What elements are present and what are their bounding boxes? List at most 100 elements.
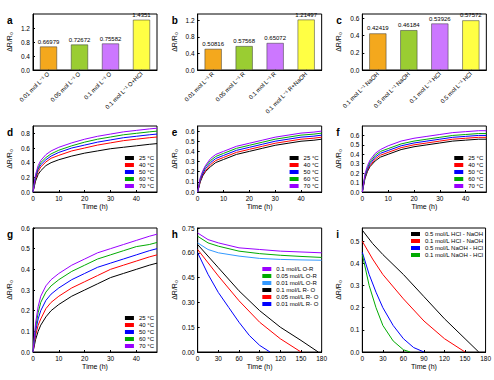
svg-text:0.4: 0.4 [21,53,30,60]
svg-text:40: 40 [462,195,470,202]
svg-text:0.05 mol/L R- O: 0.05 mol/L R- O [276,294,318,300]
svg-text:0.3: 0.3 [350,282,359,289]
svg-text:0.42419: 0.42419 [367,25,389,31]
svg-text:30: 30 [107,355,115,362]
svg-text:40: 40 [133,195,141,202]
svg-text:10: 10 [55,195,63,202]
svg-text:0.1 mol L⁻¹ R: 0.1 mol L⁻¹ R [248,70,278,100]
svg-text:Time (h): Time (h) [82,203,108,211]
svg-text:ΔR/R₀: ΔR/R₀ [335,280,342,300]
svg-text:ΔR/R₀: ΔR/R₀ [6,32,13,52]
svg-text:1.2: 1.2 [21,25,30,32]
svg-text:0.05 mol L⁻¹ O: 0.05 mol L⁻¹ O [50,71,82,103]
svg-text:0.5 mol L⁻¹ NaOH: 0.5 mol L⁻¹ NaOH [373,71,411,109]
svg-text:0.0: 0.0 [186,189,195,196]
svg-text:60 °C: 60 °C [139,176,155,182]
svg-text:180: 180 [316,355,327,362]
svg-text:70 °C: 70 °C [139,183,155,189]
svg-text:c: c [336,15,342,26]
svg-text:60 °C: 60 °C [139,336,155,342]
svg-text:0.1 mol L⁻¹ O+HCl: 0.1 mol L⁻¹ O+HCl [104,71,143,110]
svg-text:1.4351: 1.4351 [132,12,151,18]
svg-text:150: 150 [460,355,471,362]
svg-text:0.2: 0.2 [350,304,359,311]
svg-text:1.2: 1.2 [186,17,195,24]
svg-text:0.1 mol/L HCl - NaOH: 0.1 mol/L HCl - NaOH [425,238,483,244]
svg-text:0.75: 0.75 [182,225,195,232]
svg-text:0.6: 0.6 [350,15,359,22]
svg-text:50 °C: 50 °C [304,169,320,175]
svg-text:0.75582: 0.75582 [100,36,122,42]
svg-text:0: 0 [31,195,35,202]
svg-text:0.0: 0.0 [186,67,195,74]
svg-text:0.8: 0.8 [186,33,195,40]
svg-text:1.21497: 1.21497 [295,12,317,18]
svg-text:ΔR/R₀: ΔR/R₀ [6,149,13,169]
svg-text:0.53926: 0.53926 [429,16,451,22]
svg-text:0: 0 [196,195,200,202]
svg-text:40: 40 [297,195,305,202]
svg-text:20: 20 [246,195,254,202]
svg-text:120: 120 [275,355,286,362]
svg-text:0.57572: 0.57572 [460,12,482,18]
svg-text:0.5: 0.5 [350,238,359,245]
svg-text:ΔR/R₀: ΔR/R₀ [171,280,178,300]
svg-text:0.1: 0.1 [21,328,30,335]
svg-text:0.05 mol/L O-R: 0.05 mol/L O-R [276,273,317,279]
svg-text:0.2: 0.2 [186,168,195,175]
svg-text:0.50816: 0.50816 [202,41,224,47]
svg-text:0.4: 0.4 [350,32,359,39]
svg-text:0.0: 0.0 [21,189,30,196]
svg-text:0.2: 0.2 [350,170,359,177]
svg-text:70 °C: 70 °C [304,183,320,189]
svg-text:0.2: 0.2 [21,307,30,314]
svg-text:0.15: 0.15 [182,324,195,331]
svg-text:ΔR/R₀: ΔR/R₀ [335,149,342,169]
svg-text:0.1 mol L⁻¹ R+NaOH: 0.1 mol L⁻¹ R+NaOH [265,71,309,115]
svg-text:0.8: 0.8 [21,130,30,137]
svg-text:0.01 mol/L R- O: 0.01 mol/L R- O [276,301,318,307]
svg-text:10: 10 [385,195,393,202]
svg-text:0: 0 [196,355,200,362]
svg-text:50 °C: 50 °C [139,169,155,175]
svg-text:0.2: 0.2 [21,174,30,181]
svg-text:0.60: 0.60 [182,249,195,256]
svg-text:0.6: 0.6 [186,128,195,135]
svg-text:60 °C: 60 °C [468,176,484,182]
svg-text:0.8: 0.8 [21,39,30,46]
svg-text:90: 90 [256,355,264,362]
svg-text:Time (h): Time (h) [411,363,437,371]
svg-text:150: 150 [296,355,307,362]
svg-text:0.00: 0.00 [182,349,195,356]
svg-text:40 °C: 40 °C [139,162,155,168]
svg-text:Time (h): Time (h) [82,363,108,371]
svg-text:e: e [172,127,178,138]
svg-text:20: 20 [410,195,418,202]
svg-text:0.2: 0.2 [350,49,359,56]
svg-text:ΔR/R₀: ΔR/R₀ [6,280,13,300]
svg-text:h: h [172,229,178,240]
svg-text:50 °C: 50 °C [468,169,484,175]
svg-text:0.66979: 0.66979 [38,39,60,45]
svg-text:0.30: 0.30 [182,299,195,306]
svg-text:0: 0 [31,355,35,362]
svg-text:0.5: 0.5 [186,138,195,145]
svg-text:120: 120 [439,355,450,362]
svg-text:0.57568: 0.57568 [233,38,255,44]
svg-text:0.01 mol L⁻¹ R: 0.01 mol L⁻¹ R [183,70,215,102]
svg-text:f: f [336,127,340,138]
svg-text:70 °C: 70 °C [139,343,155,349]
svg-text:20: 20 [81,195,89,202]
svg-text:30: 30 [107,195,115,202]
svg-text:0.0: 0.0 [21,67,30,74]
svg-text:10: 10 [55,355,63,362]
svg-text:0.5: 0.5 [21,245,30,252]
svg-text:0.1 mol/L O-R: 0.1 mol/L O-R [276,266,314,272]
svg-text:0.1 mol/L NaOH - HCl: 0.1 mol/L NaOH - HCl [425,252,483,258]
svg-text:0.0: 0.0 [350,349,359,356]
svg-text:b: b [172,15,178,26]
svg-text:0.5 mol/L NaOH - HCl: 0.5 mol/L NaOH - HCl [425,245,483,251]
svg-text:0.01 mol/L O-R: 0.01 mol/L O-R [276,280,317,286]
svg-text:10: 10 [220,195,228,202]
svg-text:Time (h): Time (h) [411,203,437,211]
